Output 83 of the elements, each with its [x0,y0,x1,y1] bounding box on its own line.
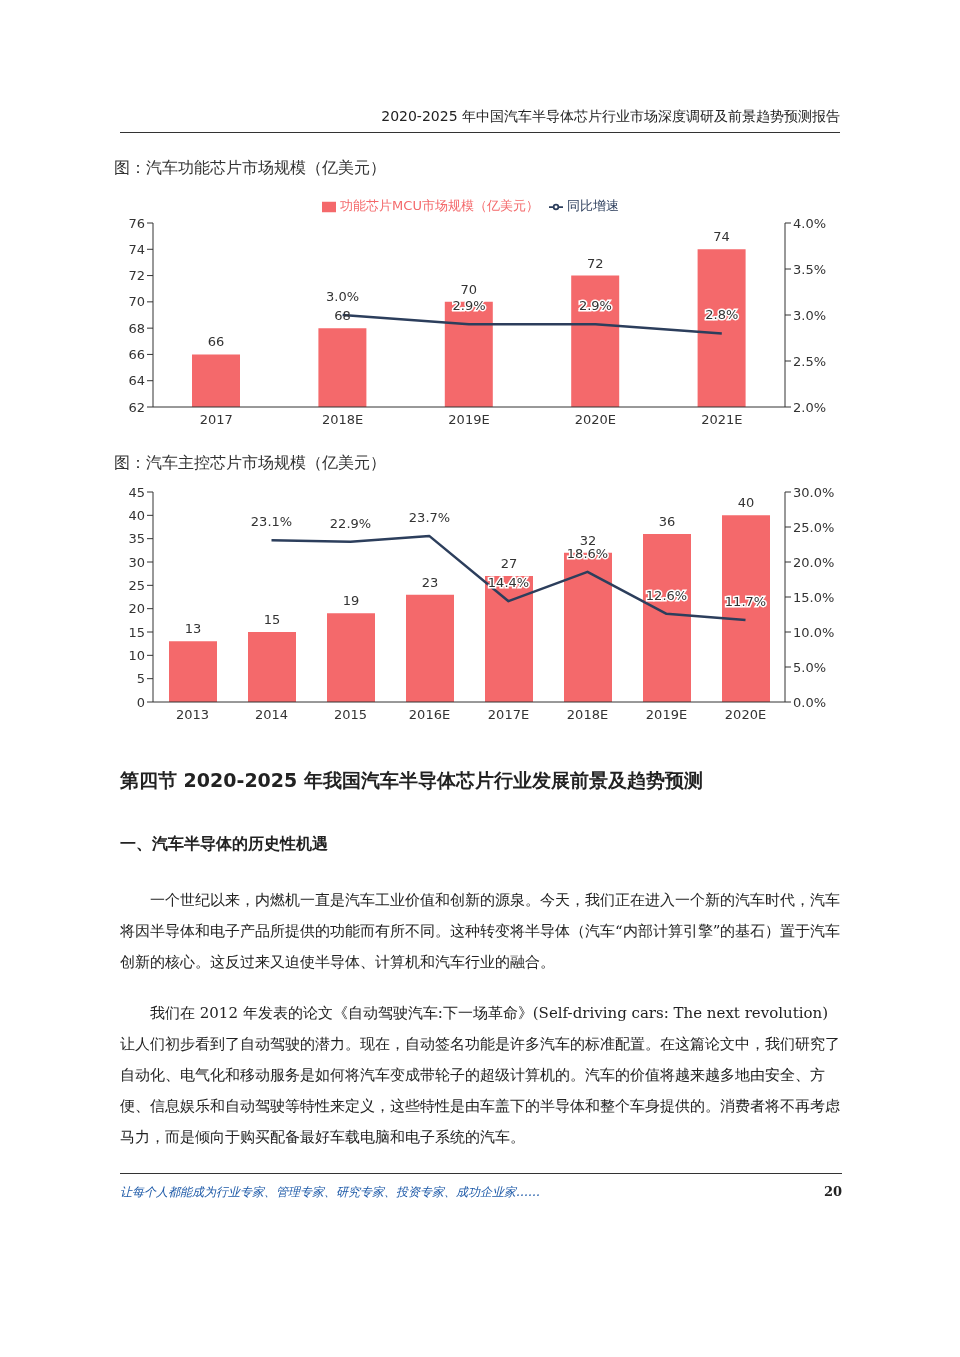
bar [643,534,691,702]
x-tick-label: 2019E [645,707,688,723]
text: 第四节 2020-2025 年我国汽车半导体芯片行业发展前景及趋势预测 [120,768,704,793]
chart-title: 图：汽车功能芯片市场规模（亿美元） [114,158,387,179]
data-label: 2.9% [452,298,486,314]
data-label: 15 [263,612,281,627]
x-tick-label: 2014 [254,707,289,723]
data-label: 12.6% [645,587,688,603]
legend-label: 功能芯片MCU市场规模（亿美元） [340,198,539,213]
y-tick-label: 45 [128,484,145,500]
y2-tick-label: 15.0% [793,589,835,605]
x-tick-label: 2021E [701,412,743,428]
y-tick-label: 64 [128,373,145,389]
y-tick-label: 62 [128,399,145,415]
data-label: 70 [460,281,478,297]
data-label: 32 [579,532,597,548]
y-tick-label: 66 [128,347,145,363]
y-tick-label: 40 [128,507,145,523]
data-label: 72 [586,255,604,271]
y-tick-label: 72 [128,268,145,284]
x-tick-label: 2019E [448,412,490,428]
x-tick-label: 2016E [408,707,451,723]
x-tick-label: 2015 [333,707,368,723]
text: 我们在 2012 年发表的论文《自动驾驶汽车:下一场革命》(Self-driving cars: The next revolution)让人们初步看到了自动驾驶的潜力。现在，自动签名功能是许多汽车的标准配置。在这篇论文中，我们研究了自动化、电气化和移动服务是如何将汽车变成带轮子的超级计算机的。汽车的价值将越来越多地由安全、方便、信息娱乐和自动驾驶等特性来定义，这些特性是由车盖下的半导体和整个车身提供的。消费者将不再考虑马力，而是倾向于购买配备最好车载电脑和电子系统的汽车。 [120,1003,841,1148]
data-label: 23 [421,574,439,590]
data-label: 13 [184,621,202,637]
legend-label: 同比增速 [566,198,619,213]
x-tick-label: 2013 [175,707,210,723]
bar [169,641,217,702]
y-tick-label: 30 [128,554,145,570]
y-tick-label: 25 [128,577,145,593]
data-label: 23.1% [250,514,293,530]
text: 20 [823,1184,842,1201]
data-label: 74 [713,229,730,245]
y-tick-label: 74 [128,241,145,257]
x-tick-label: 2018E [566,707,609,723]
data-label: 2.8% [705,307,739,323]
data-label: 27 [500,556,518,571]
chart-title: 图：汽车主控芯片市场规模（亿美元） [114,453,387,474]
y-tick-label: 35 [128,531,145,547]
y2-tick-label: 10.0% [793,624,835,640]
y-tick-label: 20 [128,601,145,617]
bar [327,613,375,702]
y-tick-label: 15 [128,624,145,640]
y2-tick-label: 2.5% [793,353,827,369]
data-label: 40 [737,495,755,511]
y2-tick-label: 25.0% [793,519,835,535]
data-label: 14.4% [487,575,530,591]
y2-tick-label: 4.0% [793,215,827,231]
bar [248,632,296,702]
text: 一、汽车半导体的历史性机遇 [120,834,329,855]
y-tick-label: 0 [136,694,145,710]
x-tick-label: 2018E [321,412,364,428]
y-tick-label: 68 [128,320,145,336]
text: 2020-2025 年中国汽车半导体芯片行业市场深度调研及前景趋势预测报告 [120,108,840,133]
data-label: 2.9% [578,298,612,314]
data-label: 23.7% [408,510,451,526]
y2-tick-label: 3.5% [793,261,827,277]
x-tick-label: 2020E [724,707,767,723]
data-label: 36 [658,514,676,529]
y2-tick-label: 2.0% [793,399,827,415]
y2-tick-label: 20.0% [793,554,835,570]
data-label: 22.9% [329,515,372,531]
data-label: 11.7% [724,594,767,610]
y-tick-label: 70 [128,294,145,310]
bar [722,515,770,702]
y-tick-label: 76 [128,215,145,231]
data-label: 68 [334,308,351,324]
bar [406,594,454,702]
x-tick-label: 2020E [574,412,617,428]
x-tick-label: 2017E [487,707,530,723]
data-label: 66 [207,334,225,350]
y2-tick-label: 30.0% [793,484,835,500]
text: 让每个人都能成为行业专家、管理专家、研究专家、投资专家、成功企业家…… [120,1184,540,1201]
y2-tick-label: 3.0% [793,307,827,323]
data-label: 3.0% [326,289,360,304]
x-tick-label: 2017 [199,412,233,428]
y-tick-label: 5 [136,671,145,687]
y2-tick-label: 5.0% [793,659,827,675]
text: 一个世纪以来，内燃机一直是汽车工业价值和创新的源泉。今天，我们正在进入一个新的汽车时代，汽车将因半导体和电子产品所提供的功能而有所不同。这种转变将半导体（汽车“内部计算引擎”的基石）置于汽车创新的核心。这反过来又迫使半导体、计算机和汽车行业的融合。 [120,890,842,973]
y2-tick-label: 0.0% [793,694,827,710]
data-label: 19 [342,593,360,609]
y-tick-label: 10 [128,647,145,663]
